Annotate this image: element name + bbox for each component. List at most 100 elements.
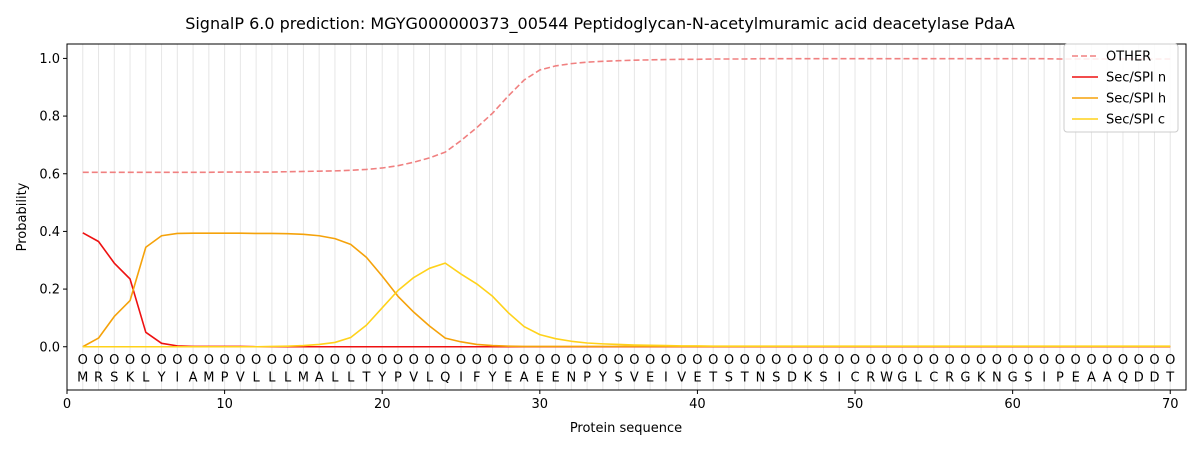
residue-33: P bbox=[583, 371, 591, 386]
region-label-39: O bbox=[677, 353, 687, 368]
residue-69: D bbox=[1149, 371, 1159, 386]
x-axis-label: Protein sequence bbox=[570, 421, 682, 436]
region-label-55: O bbox=[929, 353, 939, 368]
x-tick-label-6: 60 bbox=[1004, 397, 1021, 412]
residue-62: I bbox=[1042, 371, 1046, 386]
region-label-6: O bbox=[156, 353, 166, 368]
legend-box bbox=[1063, 43, 1179, 133]
residue-66: A bbox=[1103, 371, 1112, 386]
residue-7: I bbox=[175, 371, 179, 386]
residue-31: E bbox=[551, 371, 559, 386]
region-label-40: O bbox=[692, 353, 702, 368]
residue-59: N bbox=[992, 371, 1002, 386]
residue-45: S bbox=[772, 371, 780, 386]
residue-67: Q bbox=[1118, 371, 1128, 386]
region-label-26: O bbox=[472, 353, 482, 368]
region-label-38: O bbox=[661, 353, 671, 368]
residue-43: T bbox=[740, 371, 749, 386]
region-label-69: O bbox=[1149, 353, 1159, 368]
region-label-66: O bbox=[1102, 353, 1112, 368]
region-label-14: O bbox=[283, 353, 293, 368]
residue-23: L bbox=[426, 371, 434, 386]
region-label-8: O bbox=[188, 353, 198, 368]
residue-4: K bbox=[126, 371, 135, 386]
x-tick-label-2: 20 bbox=[374, 397, 391, 412]
region-label-57: O bbox=[960, 353, 970, 368]
residue-12: L bbox=[253, 371, 261, 386]
residue-50: C bbox=[850, 371, 859, 386]
y-tick-label-4: 0.8 bbox=[39, 110, 60, 125]
x-tick-label-0: 0 bbox=[63, 397, 71, 412]
residue-37: E bbox=[646, 371, 654, 386]
x-tick-label-5: 50 bbox=[847, 397, 864, 412]
region-label-4: O bbox=[125, 353, 135, 368]
chart-title: SignalP 6.0 prediction: MGYG000000373_00… bbox=[185, 14, 1015, 34]
region-label-42: O bbox=[724, 353, 734, 368]
residue-21: P bbox=[394, 371, 402, 386]
residue-8: A bbox=[189, 371, 198, 386]
region-label-18: O bbox=[346, 353, 356, 368]
residue-40: E bbox=[693, 371, 701, 386]
residue-53: G bbox=[897, 371, 907, 386]
residue-54: L bbox=[914, 371, 922, 386]
y-tick-label-3: 0.6 bbox=[39, 167, 60, 182]
region-label-53: O bbox=[897, 353, 907, 368]
residue-58: K bbox=[977, 371, 986, 386]
series-line-sec-spi-c bbox=[82, 262, 1171, 348]
region-label-48: O bbox=[818, 353, 828, 368]
residue-14: L bbox=[284, 371, 292, 386]
region-label-51: O bbox=[866, 353, 876, 368]
residue-29: A bbox=[520, 371, 529, 386]
residue-34: Y bbox=[598, 371, 607, 386]
region-label-27: O bbox=[487, 353, 497, 368]
series-line-other bbox=[82, 57, 1171, 174]
residue-61: S bbox=[1024, 371, 1032, 386]
residue-56: R bbox=[945, 371, 954, 386]
residue-47: K bbox=[803, 371, 812, 386]
region-label-70: O bbox=[1165, 353, 1175, 368]
region-label-37: O bbox=[645, 353, 655, 368]
y-axis-label: Probability bbox=[15, 182, 30, 251]
residue-11: V bbox=[236, 371, 245, 386]
legend-label-other: OTHER bbox=[1106, 50, 1151, 65]
region-label-11: O bbox=[235, 353, 245, 368]
residue-17: L bbox=[331, 371, 339, 386]
residue-10: P bbox=[221, 371, 229, 386]
region-label-34: O bbox=[598, 353, 608, 368]
residue-18: L bbox=[347, 371, 355, 386]
grid-lines bbox=[82, 44, 1171, 390]
residue-27: Y bbox=[488, 371, 497, 386]
series-lines bbox=[82, 57, 1171, 348]
region-label-30: O bbox=[535, 353, 545, 368]
residue-42: S bbox=[725, 371, 733, 386]
legend-label-sec-spi-n: Sec/SPI n bbox=[1106, 71, 1166, 86]
residue-24: Q bbox=[440, 371, 450, 386]
region-label-52: O bbox=[881, 353, 891, 368]
region-label-65: O bbox=[1086, 353, 1096, 368]
legend: OTHER Sec/SPI n Sec/SPI h Sec/SPI c bbox=[1063, 43, 1179, 133]
region-label-28: O bbox=[503, 353, 513, 368]
y-tick-label-5: 1.0 bbox=[39, 52, 60, 67]
residue-3: S bbox=[110, 371, 118, 386]
legend-label-sec-spi-c: Sec/SPI c bbox=[1106, 113, 1165, 128]
region-label-21: O bbox=[393, 353, 403, 368]
residue-38: I bbox=[664, 371, 668, 386]
residue-30: E bbox=[536, 371, 544, 386]
residue-19: T bbox=[361, 371, 370, 386]
residue-64: E bbox=[1072, 371, 1080, 386]
legend-label-sec-spi-h: Sec/SPI h bbox=[1106, 92, 1166, 107]
region-label-32: O bbox=[566, 353, 576, 368]
region-label-60: O bbox=[1008, 353, 1018, 368]
region-label-68: O bbox=[1134, 353, 1144, 368]
sequence-track: OMOROSOKOLOYOIOAOMOPOVOLOLOLOMOAOLOLOTOY… bbox=[77, 353, 1175, 385]
region-label-43: O bbox=[740, 353, 750, 368]
residue-20: Y bbox=[377, 371, 386, 386]
region-label-36: O bbox=[629, 353, 639, 368]
residue-16: A bbox=[315, 371, 324, 386]
residue-32: N bbox=[566, 371, 576, 386]
residue-25: I bbox=[459, 371, 463, 386]
region-label-1: O bbox=[78, 353, 88, 368]
residue-52: W bbox=[880, 371, 893, 386]
residue-28: E bbox=[504, 371, 512, 386]
